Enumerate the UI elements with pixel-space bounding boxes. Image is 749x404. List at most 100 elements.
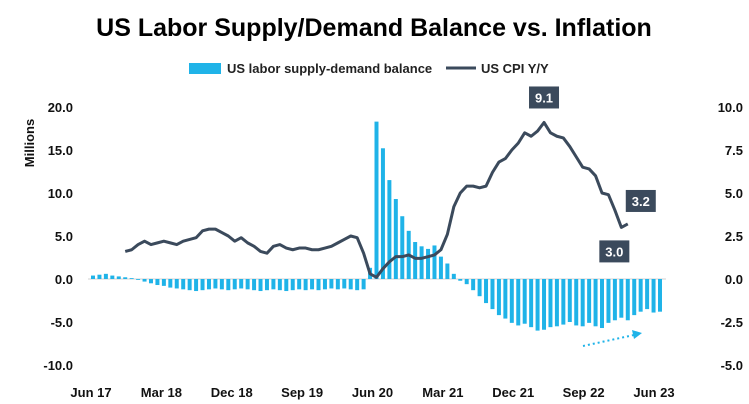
bar xyxy=(625,279,630,321)
bar xyxy=(374,121,379,280)
bar xyxy=(432,245,437,279)
bar xyxy=(606,279,611,323)
bar xyxy=(496,279,501,316)
bar xyxy=(413,242,418,279)
y-right-tick-label: 5.0 xyxy=(725,186,743,201)
bar xyxy=(206,279,211,290)
bar xyxy=(438,256,443,279)
bar xyxy=(393,199,398,279)
bar xyxy=(587,279,592,323)
bar xyxy=(252,279,257,291)
bar xyxy=(600,279,604,329)
bar xyxy=(561,279,566,325)
cpi-callouts: 9.1 3.0 3.2 xyxy=(529,86,656,263)
bar xyxy=(535,279,540,331)
x-tick-label: Mar 18 xyxy=(141,385,182,400)
bar xyxy=(303,279,308,291)
bar xyxy=(542,279,547,330)
bar xyxy=(219,279,224,290)
bar xyxy=(471,279,476,291)
bar xyxy=(200,279,205,291)
bar xyxy=(174,279,179,289)
bar xyxy=(612,279,617,321)
bar xyxy=(490,279,495,310)
bar xyxy=(387,180,392,279)
cpi-callout-label: 9.1 xyxy=(535,90,553,105)
bar xyxy=(232,279,237,290)
bar xyxy=(264,279,269,291)
y-left-tick-label: 5.0 xyxy=(55,229,73,244)
bar xyxy=(477,279,482,297)
bar xyxy=(458,279,463,281)
y-left-tick-label: -10.0 xyxy=(43,358,73,373)
legend-line-label: US CPI Y/Y xyxy=(481,61,549,76)
y-right-tick-label: -5.0 xyxy=(721,358,743,373)
x-tick-label: Sep 22 xyxy=(563,385,605,400)
y-left-tick-label: 0.0 xyxy=(55,272,73,287)
y-left-tick-label: 20.0 xyxy=(48,100,73,115)
bar xyxy=(522,279,527,324)
cpi-line xyxy=(124,120,629,279)
legend-bar-swatch xyxy=(189,63,221,74)
bar xyxy=(509,279,514,323)
bar xyxy=(161,279,166,286)
bar xyxy=(181,279,186,290)
x-tick-label: Sep 19 xyxy=(281,385,323,400)
bar xyxy=(322,279,327,290)
bar xyxy=(258,279,263,292)
bar xyxy=(290,279,295,291)
bar xyxy=(361,279,366,290)
bar xyxy=(97,274,102,279)
y-axis-right-ticks: 10.0 7.5 5.0 2.5 0.0 -2.5 -5.0 xyxy=(718,100,743,373)
bar xyxy=(297,279,302,290)
bar xyxy=(651,279,656,313)
x-tick-label: Dec 18 xyxy=(211,385,253,400)
bar xyxy=(310,279,315,290)
x-tick-label: Jun 23 xyxy=(633,385,674,400)
y-left-tick-label: 15.0 xyxy=(48,143,73,158)
bar xyxy=(342,279,347,289)
legend: US labor supply-demand balance US CPI Y/… xyxy=(189,61,549,76)
bar xyxy=(658,279,662,312)
bar xyxy=(548,279,553,328)
bar xyxy=(110,275,115,279)
y-right-tick-label: 0.0 xyxy=(725,272,743,287)
bar xyxy=(348,279,353,290)
bar xyxy=(529,279,534,328)
bar xyxy=(335,279,340,290)
bar xyxy=(129,278,134,279)
bar xyxy=(142,279,147,282)
bar xyxy=(168,279,173,288)
bar xyxy=(155,279,160,286)
y-right-tick-label: 7.5 xyxy=(725,143,743,158)
bar xyxy=(619,279,624,318)
bar xyxy=(194,279,199,292)
y-right-tick-label: 10.0 xyxy=(718,100,743,115)
bar xyxy=(136,279,141,280)
chart-title: US Labor Supply/Demand Balance vs. Infla… xyxy=(96,14,652,42)
y-right-tick-label: -2.5 xyxy=(721,315,743,330)
cpi-callout-box xyxy=(529,86,560,109)
x-tick-label: Mar 21 xyxy=(422,385,463,400)
bar xyxy=(271,279,276,290)
bar xyxy=(464,279,469,285)
bar xyxy=(632,279,637,316)
bar xyxy=(316,279,321,291)
y-left-tick-label: -5.0 xyxy=(51,315,73,330)
y-axis-left-label: Millions xyxy=(22,119,37,167)
bar xyxy=(426,248,431,279)
cpi-callout-label: 3.2 xyxy=(632,194,650,209)
bar xyxy=(593,279,598,327)
y-left-tick-label: 10.0 xyxy=(48,186,73,201)
bar xyxy=(567,279,572,322)
cpi-callout-box xyxy=(599,240,630,263)
bar xyxy=(187,279,192,291)
x-tick-label: Jun 17 xyxy=(70,385,111,400)
x-tick-label: Jun 20 xyxy=(352,385,393,400)
bar xyxy=(213,279,218,289)
bar xyxy=(239,279,244,289)
x-axis-ticks: Jun 17 Mar 18 Dec 18 Sep 19 Jun 20 Mar 21 Dec … xyxy=(70,385,674,400)
bar xyxy=(400,216,405,279)
bar xyxy=(503,279,508,319)
cpi-callout-box xyxy=(625,189,656,212)
